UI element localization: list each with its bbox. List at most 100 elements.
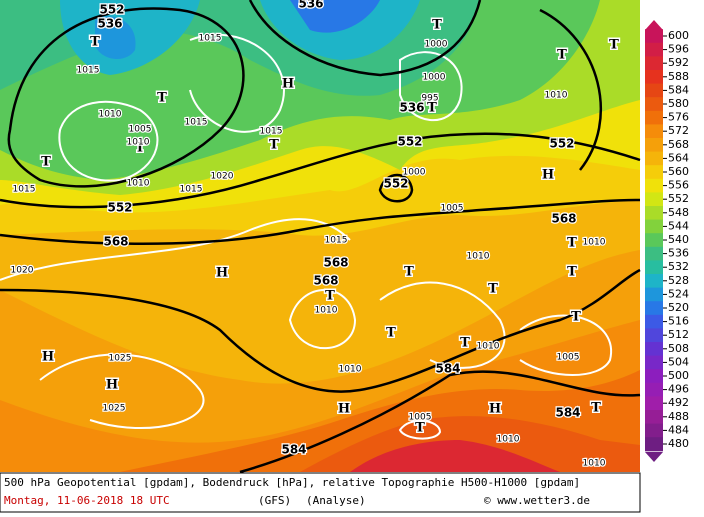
geopotential-label: 552 [383,177,408,191]
geopotential-label: 568 [313,274,338,288]
system-label: T [135,141,145,156]
colorbar-swatch [645,151,663,166]
colorbar-label: 544 [668,219,689,232]
pressure-label: 1025 [103,404,126,414]
system-label: T [415,421,425,436]
pressure-label: 1025 [109,354,132,364]
system-label: T [591,401,601,416]
geopotential-label: 584 [555,406,580,420]
colorbar-label: 576 [668,111,689,124]
isobar [39,353,205,430]
contour [378,173,414,203]
isobars [0,33,613,440]
pressure-label: 1000 [403,168,426,178]
colorbar-label: 532 [668,260,689,273]
colorbar-label: 500 [668,369,689,382]
system-label: H [282,77,294,92]
geopotential-label: 552 [107,201,132,215]
colorbar-swatch [645,260,663,275]
footer-box [0,472,641,513]
colorbar-swatch [645,83,663,98]
pressure-label: 1010 [497,435,520,445]
colorbar-label: 560 [668,165,689,178]
system-label: T [567,265,577,280]
colorbar-swatch [645,42,663,57]
geopotential-label: 568 [103,235,128,249]
system-label: T [41,155,51,170]
colorbar-swatch [645,165,663,180]
pressure-label: 995 [421,94,438,104]
system-label: T [427,101,437,116]
colorbar-label: 592 [668,56,689,69]
colorbar-swatch [645,110,663,125]
colorbar-label: 548 [668,206,689,219]
colorbar-swatch [645,56,663,71]
geopotential-label: 568 [323,256,348,270]
pressure-label: 1015 [199,34,222,44]
system-label: T [90,35,100,50]
pressure-label: 1010 [545,91,568,101]
footer-date: Montag, 11-06-2018 18 UTC [4,494,170,507]
colorbar-swatch [645,178,663,193]
colorbar-label: 512 [668,328,689,341]
pressure-label: 1010 [339,365,362,375]
colorbar-swatch [645,274,663,289]
system-label: T [269,138,279,153]
pressure-label: 1015 [260,127,283,137]
colorbar-label: 492 [668,396,689,409]
field-588 [350,440,560,472]
colorbar-label: 580 [668,97,689,110]
system-label: H [338,402,350,417]
system-label: T [609,38,619,53]
system-label: T [460,336,470,351]
pressure-label: 1005 [409,413,432,423]
colorbar-label: 488 [668,410,689,423]
geopotential-label: 552 [549,137,574,151]
colorbar: 6005965925885845805765725685645605565525… [645,20,689,462]
colorbar-swatch [645,97,663,112]
colorbar-label: 540 [668,233,689,246]
contour [0,268,641,393]
system-label: H [542,168,554,183]
pressure-label: 1005 [441,204,464,214]
geopotential-contours [0,0,641,474]
colorbar-arrow-top [645,20,663,30]
colorbar-label: 516 [668,315,689,328]
pressure-label: 1010 [127,179,150,189]
isobar [519,314,613,376]
pressure-label: 1010 [477,342,500,352]
pressure-label: 1000 [423,73,446,83]
geopotential-label: 536 [399,101,424,115]
colorbar-label: 524 [668,287,689,300]
colorbar-swatch [645,206,663,221]
isobar [58,100,159,182]
colorbar-swatch [645,287,663,302]
colorbar-swatch [645,124,663,139]
pressure-label: 1010 [583,459,606,469]
colorbar-label: 572 [668,124,689,137]
isobar [0,218,351,281]
colorbar-swatch [645,219,663,234]
colorbar-arrow-bottom [645,452,663,462]
system-label: T [488,282,498,297]
colorbar-label: 480 [668,437,689,450]
pressure-label: 1015 [180,185,203,195]
colorbar-swatch [645,233,663,248]
footer-model: (GFS) [258,494,291,507]
pressure-label: 1015 [77,66,100,76]
colorbar-label: 584 [668,83,689,96]
colorbar-label: 528 [668,274,689,287]
colorbar-label: 596 [668,43,689,56]
system-label: T [557,48,567,63]
system-label: H [216,266,228,281]
isobar [189,33,285,133]
colorbar-swatch [645,29,663,44]
colorbar-label: 484 [668,423,689,436]
colorbar-swatch [645,410,663,425]
footer-description: 500 hPa Geopotential [gpdam], Bodendruck… [4,476,580,489]
contour [0,132,641,209]
isobar [288,289,357,350]
pressure-label: 1010 [467,252,490,262]
system-label: T [386,326,396,341]
